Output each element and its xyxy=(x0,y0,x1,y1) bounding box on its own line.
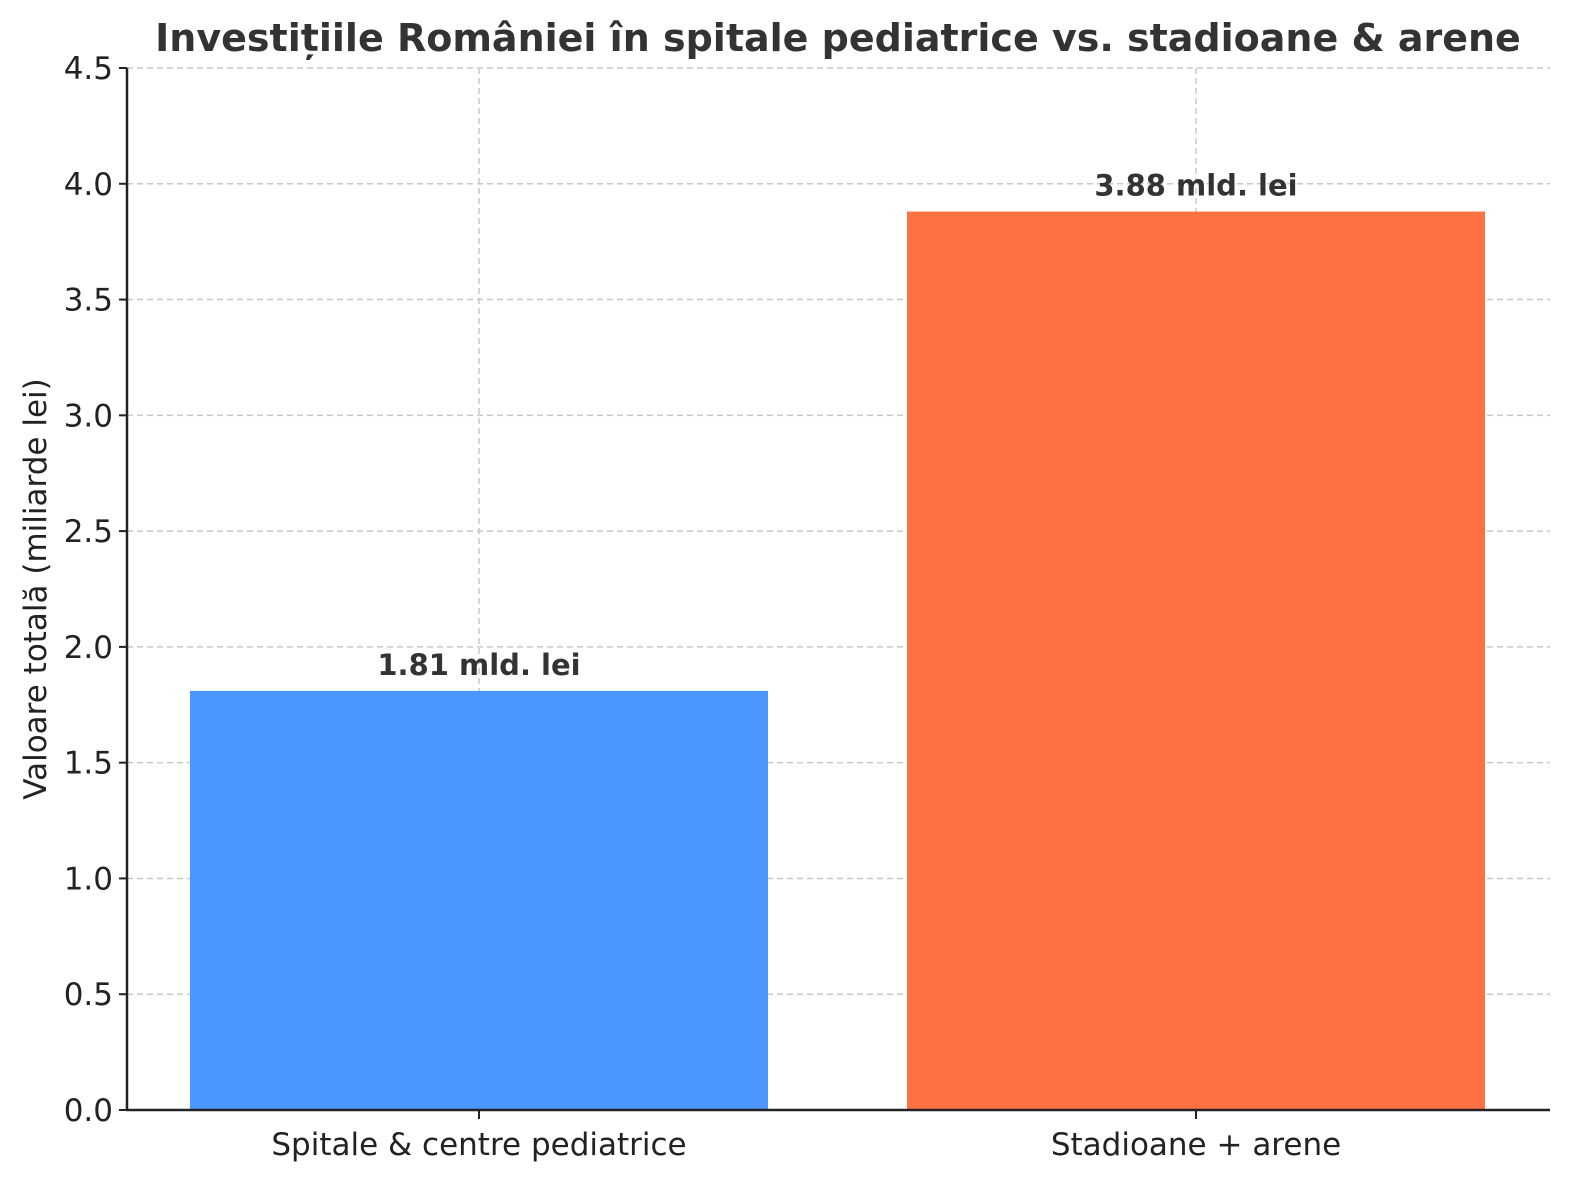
y-tick-label: 4.0 xyxy=(64,167,113,203)
y-tick-label: 0.5 xyxy=(64,977,113,1013)
bar xyxy=(907,211,1485,1110)
y-tick-label: 4.5 xyxy=(64,51,113,87)
axes xyxy=(125,68,1550,1112)
x-tick-label: Spitale & centre pediatrice xyxy=(271,1127,686,1163)
bars xyxy=(190,211,1485,1110)
bar-value-label: 3.88 mld. lei xyxy=(1094,169,1297,203)
y-tick-label: 0.0 xyxy=(64,1093,113,1129)
y-tick-label: 1.5 xyxy=(64,746,113,782)
y-tick-label: 3.5 xyxy=(64,283,113,319)
ticks: 0.0 0.5 1.0 1.5 2.0 2.5 3.0 3.5 4.0 4.5 Spitale & … xyxy=(64,51,1341,1163)
x-tick-label: Stadioane + arene xyxy=(1051,1127,1341,1163)
y-tick-label: 1.0 xyxy=(64,861,113,897)
bar-value-label: 1.81 mld. lei xyxy=(377,648,580,682)
y-tick-label: 3.0 xyxy=(64,398,113,434)
y-tick-label: 2.0 xyxy=(64,630,113,666)
bar xyxy=(190,690,768,1110)
y-axis-label: Valoare totală (miliarde lei) xyxy=(18,378,54,799)
data-labels: 1.81 mld. lei 3.88 mld. lei xyxy=(377,169,1297,682)
chart-title: Investițiile României în spitale pediatr… xyxy=(155,16,1521,60)
y-tick-label: 2.5 xyxy=(64,514,113,550)
